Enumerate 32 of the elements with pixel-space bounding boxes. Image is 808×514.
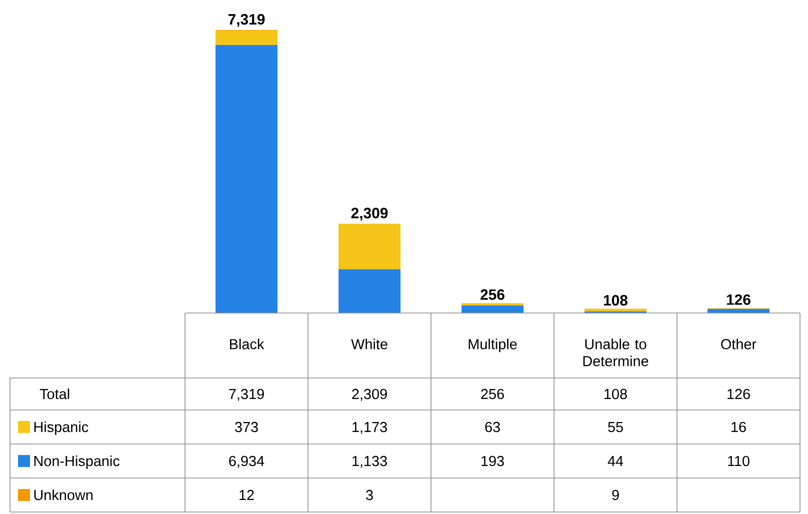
text: Total: [40, 388, 70, 400]
total-label: 2,309: [351, 208, 388, 220]
legend-label: Non-Hispanic: [34, 456, 120, 469]
total-label: 108: [604, 295, 628, 306]
x-tick-label: Black: [230, 338, 264, 350]
data-label: 12: [240, 490, 254, 500]
text: 108: [604, 388, 627, 400]
text: 126: [728, 388, 750, 400]
x-tick-label: Other: [721, 338, 756, 350]
data-label: 373: [235, 422, 258, 432]
legend-label: Unknown: [34, 490, 92, 500]
legend-label: Hispanic: [34, 422, 88, 435]
total-label: 126: [726, 294, 750, 305]
x-tick-label: Multiple: [468, 338, 517, 352]
data-label: 63: [485, 422, 500, 432]
data-label: 1,133: [352, 456, 387, 468]
data-label: 16: [732, 422, 746, 432]
data-label: 110: [728, 456, 750, 466]
text: 2,309: [352, 388, 387, 401]
x-tick-label: White: [351, 338, 388, 350]
total-label: 7,319: [228, 14, 265, 27]
data-label: 55: [608, 422, 623, 432]
total-label: 256: [480, 289, 504, 300]
data-label: 1,173: [352, 422, 387, 434]
data-label: 3: [366, 490, 373, 500]
text: 7,319: [229, 388, 264, 401]
x-tick-label: Unable to Determine: [583, 338, 648, 366]
data-label: 193: [482, 456, 504, 466]
data-label: 6,934: [229, 456, 264, 468]
data-label: 9: [612, 490, 619, 500]
text: 256: [481, 388, 504, 400]
data-label: 44: [608, 456, 624, 466]
